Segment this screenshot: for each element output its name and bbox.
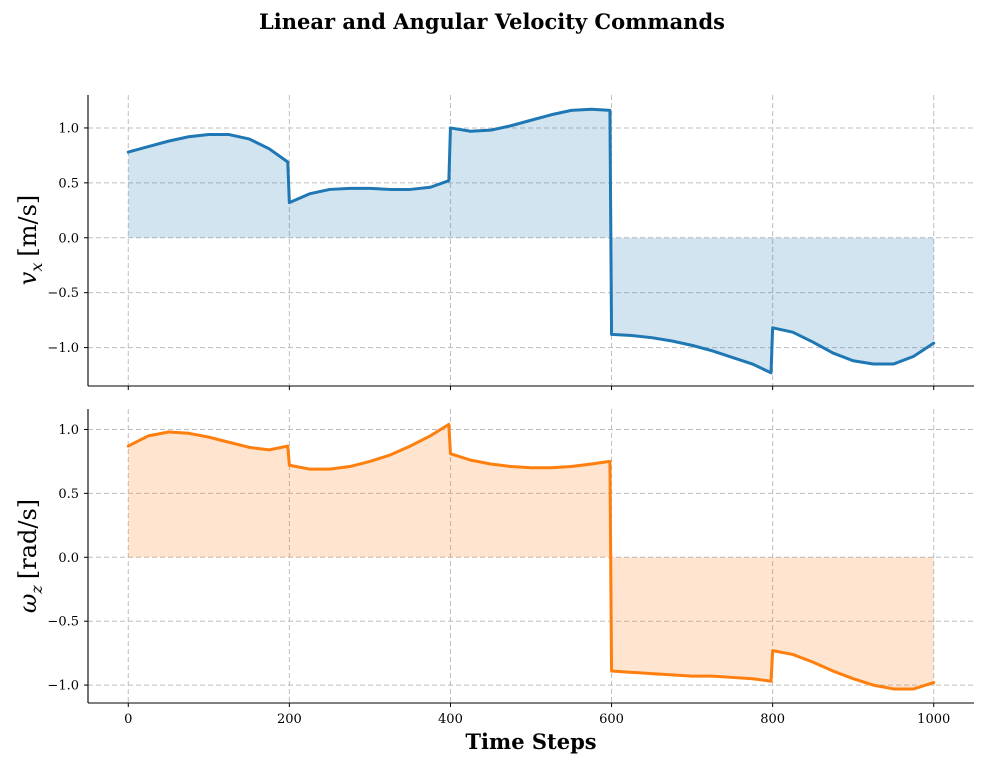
top-y-label-unit: [m/s]: [14, 195, 42, 257]
top-y-tick-label-3: 0.5: [58, 176, 79, 191]
top-panel-vx: vx [m/s] −1.0 −0.5 0.0 0.5 1.0: [14, 95, 974, 390]
bottom-y-tick-label-4: 1.0: [58, 423, 79, 438]
top-y-label-subscript: x: [27, 263, 46, 272]
top-y-tick-label-1: −0.5: [47, 286, 79, 301]
bottom-y-tick-label-1: −0.5: [47, 615, 79, 630]
top-series-line: [126, 107, 936, 375]
bottom-y-tick-label-3: 0.5: [58, 487, 79, 502]
top-y-tick-label-0: −1.0: [47, 341, 79, 356]
bottom-x-tick-label-2: 400: [438, 712, 463, 727]
top-grid: [88, 95, 974, 386]
bottom-panel-wz: ωz [rad/s] −1.0 −0.5 0.0 0.5 1.0 0 200 400 600 800…: [14, 409, 974, 727]
bottom-x-tick-label-5: 1000: [917, 712, 950, 727]
top-y-tick-label-4: 1.0: [58, 121, 79, 136]
top-y-label-symbol: v: [14, 271, 42, 285]
bottom-y-tick-label-2: 0.0: [58, 551, 79, 566]
bottom-x-tick-label-0: 0: [124, 712, 132, 727]
bottom-y-label-unit: [rad/s]: [14, 499, 42, 579]
bottom-y-label-symbol: ω: [14, 594, 42, 614]
bottom-y-axis-label: ωz [rad/s]: [14, 499, 46, 613]
bottom-y-tick-label-0: −1.0: [47, 679, 79, 694]
bottom-x-tick-label-4: 800: [760, 712, 785, 727]
figure-title: Linear and Angular Velocity Commands: [259, 9, 725, 34]
bottom-y-label-subscript: z: [27, 585, 46, 595]
x-axis-label: Time Steps: [465, 729, 596, 754]
top-y-tick-label-2: 0.0: [58, 231, 79, 246]
bottom-x-tick-label-3: 600: [599, 712, 624, 727]
bottom-x-tick-label-1: 200: [277, 712, 302, 727]
bottom-series-line: [126, 422, 936, 691]
bottom-series-area: [128, 424, 934, 689]
top-y-axis-label: vx [m/s]: [14, 195, 46, 285]
top-series-area: [128, 109, 934, 373]
